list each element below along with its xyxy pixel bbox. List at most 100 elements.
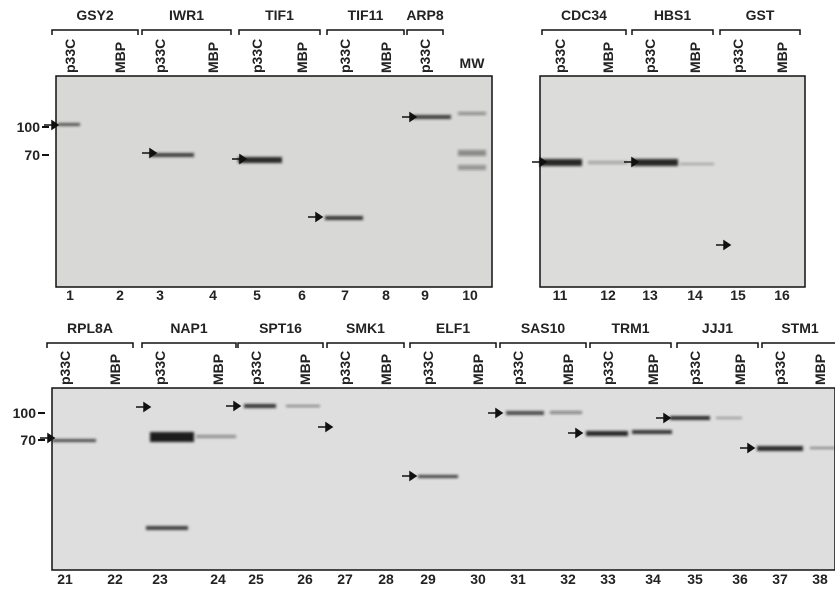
marker-size: 70 [24,147,40,163]
marker-label: MW [460,55,486,71]
lane-label: p33C [642,39,658,73]
lane-number: 21 [57,571,73,587]
band [757,446,803,451]
lane-number: 29 [420,571,436,587]
lane-number: 1 [66,287,74,303]
lane-number: 33 [600,571,616,587]
lane-label: MBP [294,42,310,73]
arrow [318,421,334,433]
lane-number: 9 [421,287,429,303]
bracket [541,29,627,35]
arrow [624,156,640,168]
band [244,404,276,408]
band [458,150,486,156]
gel-panel [51,387,835,571]
arrow [226,400,242,412]
bracket [141,342,237,348]
band [550,411,582,414]
lane-label: p33C [687,351,703,385]
band [588,161,628,164]
band [52,439,96,442]
lane-label: MBP [774,42,790,73]
bracket [499,342,587,348]
group-label: SMK1 [346,320,385,336]
band [413,115,451,119]
band [670,416,710,420]
band [286,405,320,407]
group-label: NAP1 [170,320,208,336]
lane-number: 36 [732,571,748,587]
lane-label: MBP [600,42,616,73]
group-label: ELF1 [436,320,470,336]
lane-label: MBP [107,354,123,385]
lane-number: 7 [341,287,349,303]
lane-label: MBP [645,354,661,385]
group-label: RPL8A [67,320,113,336]
lane-number: 30 [470,571,486,587]
lane-number: 24 [210,571,226,587]
lane-number: 32 [560,571,576,587]
lane-number: 16 [774,287,790,303]
bracket [406,29,444,35]
bracket [326,29,405,35]
lane-number: 28 [378,571,394,587]
lane-label: p33C [417,39,433,73]
group-label: TRM1 [611,320,649,336]
bracket [141,29,232,35]
lane-number: 3 [156,287,164,303]
band [506,411,544,415]
lane-number: 15 [730,287,746,303]
band [150,153,194,157]
band [680,163,714,165]
bracket [46,342,134,348]
gel-panel [539,75,806,288]
lane-label: p33C [337,351,353,385]
lane-label: p33C [420,351,436,385]
lane-number: 5 [253,287,261,303]
arrow [716,239,732,251]
bracket [676,342,759,348]
bracket [631,29,714,35]
lane-number: 14 [687,287,703,303]
lane-label: MBP [560,354,576,385]
arrows [40,111,756,482]
lane-label: MBP [205,42,221,73]
bracket [719,29,801,35]
arrow [532,156,548,168]
group-label: CDC34 [561,7,607,23]
arrow [44,119,60,131]
band [458,165,486,170]
arrow [40,432,56,444]
gel-panel [55,75,493,288]
band [716,417,742,419]
lane-label: MBP [378,42,394,73]
lane-number: 6 [298,287,306,303]
lane-label: MBP [812,354,828,385]
lane-number: 25 [248,571,264,587]
lane-number: 10 [462,287,478,303]
lane-label: MBP [112,42,128,73]
lane-label: MBP [687,42,703,73]
lane-number: 23 [152,571,168,587]
band [238,157,282,163]
lane-number: 26 [297,571,313,587]
bracket [589,342,672,348]
group-label: ARP8 [406,7,444,23]
group-label: TIF1 [265,7,294,23]
bracket [761,342,835,348]
band [586,431,628,436]
arrow [568,427,584,439]
group-label: SPT16 [259,320,302,336]
group-label: TIF11 [348,7,384,23]
group-label: GSY2 [76,7,114,23]
bands [52,112,835,530]
band [540,159,582,166]
lane-label: p33C [62,39,78,73]
group-label: HBS1 [654,7,692,23]
marker-size: 100 [17,119,41,135]
arrow [656,412,672,424]
lane-number: 31 [510,571,526,587]
bracket [326,342,405,348]
arrow [232,153,248,165]
